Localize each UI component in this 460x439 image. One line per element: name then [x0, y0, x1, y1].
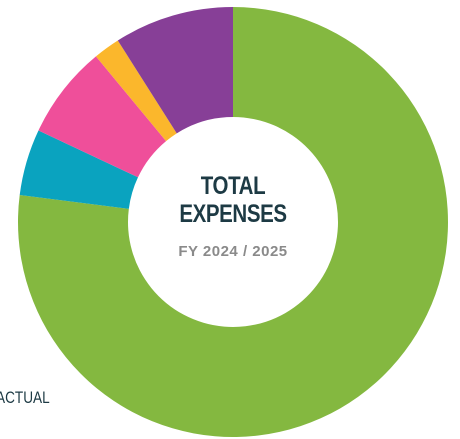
donut-segment: [95, 40, 177, 142]
donut-segment: [19, 130, 138, 209]
donut-segment: [38, 56, 167, 178]
chart-subtitle: FY 2024 / 2025: [178, 243, 288, 260]
annotation: ACTUAL: [0, 388, 50, 407]
donut-segment: [117, 7, 233, 134]
donut-segment: [17, 7, 449, 437]
chart-title: TOTAL EXPENSES: [179, 172, 287, 228]
